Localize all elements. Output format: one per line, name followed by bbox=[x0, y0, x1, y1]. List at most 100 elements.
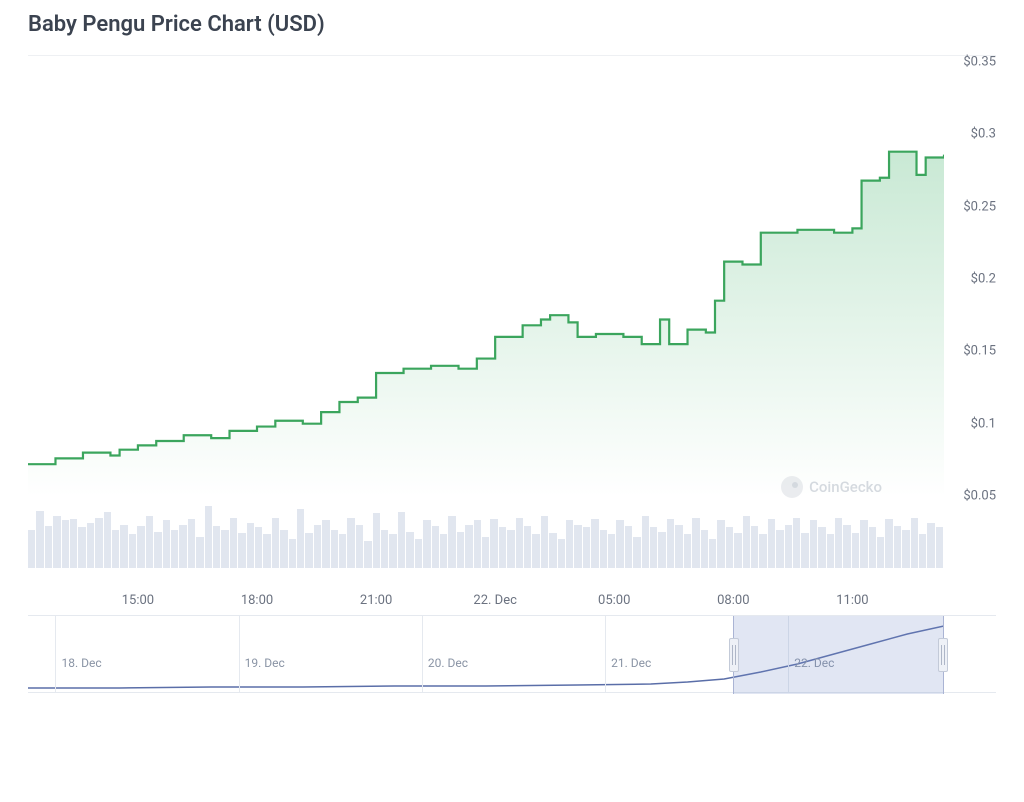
x-tick-label: 08:00 bbox=[717, 593, 749, 608]
volume-bar bbox=[616, 520, 623, 568]
volume-bar bbox=[356, 525, 363, 568]
volume-bar bbox=[490, 519, 497, 568]
volume-bar bbox=[667, 519, 674, 568]
volume-bar bbox=[423, 520, 430, 568]
y-axis: $0.05$0.1$0.15$0.2$0.25$0.3$0.35 bbox=[944, 56, 996, 576]
volume-bar bbox=[432, 526, 439, 568]
volume-bar bbox=[852, 533, 859, 568]
x-axis: 15:0018:0021:0022. Dec05:0008:0011:00 bbox=[28, 589, 944, 611]
volume-bar bbox=[566, 520, 573, 568]
volume-bar bbox=[179, 525, 186, 568]
volume-bar bbox=[877, 537, 884, 569]
volume-bar bbox=[62, 520, 69, 568]
volume-bar bbox=[474, 520, 481, 568]
volume-bar bbox=[591, 519, 598, 568]
volume-bar bbox=[743, 516, 750, 569]
volume-bar bbox=[675, 525, 682, 568]
volume-bar bbox=[389, 534, 396, 568]
volume-bar bbox=[247, 523, 254, 569]
volume-bar bbox=[801, 533, 808, 568]
volume-bar bbox=[843, 525, 850, 568]
volume-bar bbox=[465, 525, 472, 568]
volume-bar bbox=[339, 534, 346, 568]
volume-bar bbox=[373, 513, 380, 568]
volume-bar bbox=[322, 520, 329, 568]
navigator-handle-right[interactable] bbox=[938, 638, 948, 672]
volume-bar bbox=[70, 519, 77, 568]
price-chart-plot: CoinGecko bbox=[28, 56, 944, 576]
volume-bar bbox=[625, 526, 632, 568]
volume-bar bbox=[171, 530, 178, 569]
page-title: Baby Pengu Price Chart (USD) bbox=[28, 12, 996, 37]
volume-bar bbox=[255, 527, 262, 568]
volume-bar bbox=[541, 516, 548, 569]
volume-bar bbox=[516, 518, 523, 568]
volume-bar bbox=[112, 530, 119, 569]
chart-navigator[interactable]: 18. Dec19. Dec20. Dec21. Dec22. Dec bbox=[28, 615, 996, 693]
volume-bar bbox=[558, 539, 565, 568]
volume-bar bbox=[919, 534, 926, 568]
volume-bar bbox=[885, 519, 892, 568]
volume-bar bbox=[835, 518, 842, 568]
volume-bar bbox=[104, 512, 111, 568]
navigator-x-label: 20. Dec bbox=[428, 656, 468, 670]
volume-bar bbox=[280, 530, 287, 569]
volume-bar bbox=[87, 523, 94, 569]
volume-bar bbox=[608, 534, 615, 568]
volume-bar bbox=[272, 518, 279, 568]
x-tick-label: 21:00 bbox=[360, 593, 392, 608]
volume-bar bbox=[213, 526, 220, 568]
volume-bar bbox=[95, 518, 102, 568]
volume-bar bbox=[205, 506, 212, 568]
volume-bar bbox=[869, 527, 876, 568]
volume-bar bbox=[28, 530, 35, 569]
gecko-icon bbox=[781, 476, 803, 498]
volume-bar bbox=[305, 533, 312, 568]
volume-bar bbox=[221, 530, 228, 569]
navigator-gridline bbox=[422, 616, 423, 692]
y-tick-label: $0.3 bbox=[944, 127, 996, 142]
volume-bar bbox=[759, 534, 766, 568]
volume-bar bbox=[129, 534, 136, 568]
y-tick-label: $0.15 bbox=[944, 344, 996, 359]
volume-bar bbox=[894, 526, 901, 568]
volume-bar bbox=[726, 527, 733, 568]
x-tick-label: 18:00 bbox=[241, 593, 273, 608]
volume-bar bbox=[238, 533, 245, 568]
volume-bar bbox=[818, 527, 825, 568]
volume-bar bbox=[734, 533, 741, 568]
price-chart[interactable]: CoinGecko $0.05$0.1$0.15$0.2$0.25$0.3$0.… bbox=[28, 55, 996, 611]
navigator-gridline bbox=[239, 616, 240, 692]
navigator-x-label: 19. Dec bbox=[245, 656, 285, 670]
navigator-window[interactable] bbox=[733, 616, 944, 694]
volume-bar bbox=[860, 520, 867, 568]
volume-bar bbox=[583, 527, 590, 568]
volume-bar bbox=[507, 530, 514, 569]
x-tick-label: 15:00 bbox=[122, 593, 154, 608]
volume-bar bbox=[692, 518, 699, 568]
watermark-text: CoinGecko bbox=[809, 478, 882, 496]
volume-bar bbox=[482, 537, 489, 569]
volume-bars bbox=[28, 498, 944, 568]
volume-bar bbox=[658, 532, 665, 568]
volume-bar bbox=[642, 516, 649, 569]
volume-bar bbox=[398, 512, 405, 568]
volume-bar bbox=[347, 518, 354, 568]
volume-bar bbox=[230, 518, 237, 568]
y-tick-label: $0.25 bbox=[944, 199, 996, 214]
volume-bar bbox=[902, 530, 909, 569]
navigator-handle-left[interactable] bbox=[729, 638, 739, 672]
volume-bar bbox=[827, 534, 834, 568]
volume-bar bbox=[936, 527, 943, 568]
volume-bar bbox=[524, 526, 531, 568]
volume-bar bbox=[263, 534, 270, 568]
watermark: CoinGecko bbox=[781, 476, 882, 498]
volume-bar bbox=[154, 532, 161, 568]
y-tick-label: $0.05 bbox=[944, 489, 996, 504]
volume-bar bbox=[78, 527, 85, 568]
volume-bar bbox=[163, 520, 170, 568]
volume-bar bbox=[768, 519, 775, 568]
volume-bar bbox=[574, 525, 581, 568]
volume-bar bbox=[751, 526, 758, 568]
volume-bar bbox=[53, 516, 60, 569]
